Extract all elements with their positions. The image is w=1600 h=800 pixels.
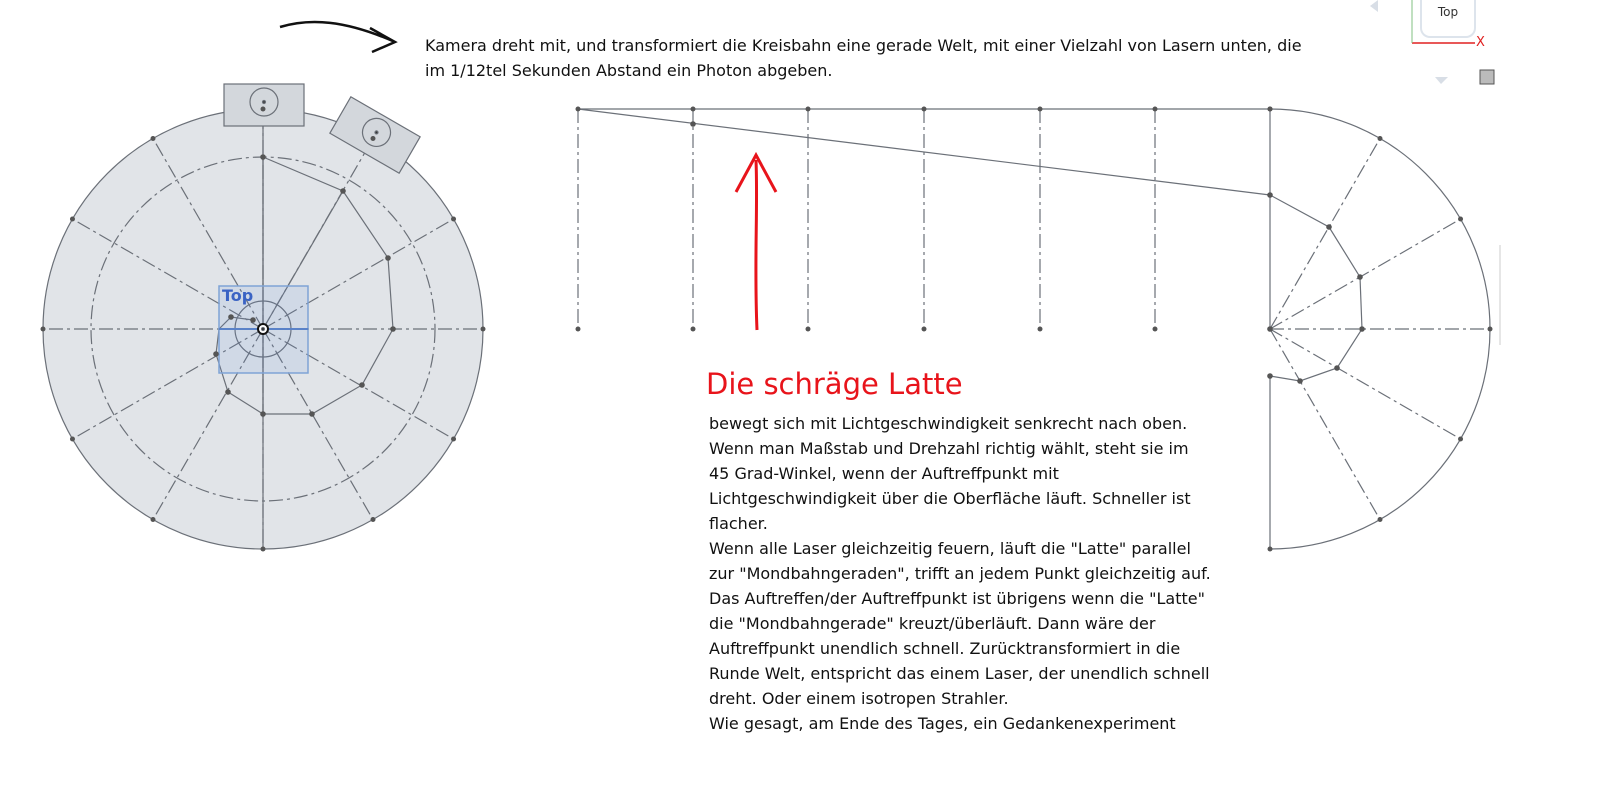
spoke-line (152, 138, 264, 330)
hand-drawn-arrow-black (279, 20, 398, 54)
node-dot (690, 326, 696, 332)
path-point-dot (260, 411, 266, 417)
path-point-dot (1267, 326, 1273, 332)
node-dot (1152, 106, 1158, 112)
node-dot (805, 106, 811, 112)
path-point-dot (225, 389, 231, 395)
node-dot (575, 326, 581, 332)
spoke-end-dot (480, 326, 486, 332)
spoke-line (152, 328, 264, 520)
path-point-dot (1334, 365, 1340, 371)
x-axis-label: X (1476, 35, 1485, 50)
spoke-line (1269, 138, 1381, 330)
node-dot (1037, 106, 1043, 112)
path-point-dot (359, 382, 365, 388)
spoke-end-dot (451, 216, 457, 222)
spoke-end-dot (260, 106, 266, 112)
spoke-line (72, 218, 264, 330)
spoke-end-dot (1267, 106, 1273, 112)
path-point-dot (690, 121, 696, 127)
spoke-line (262, 218, 454, 330)
round-world-view (42, 83, 484, 550)
spoke-end-dot (1487, 326, 1493, 332)
spoke-end-dot (1377, 517, 1383, 523)
annotation-heading: Die schräge Latte (706, 367, 963, 401)
path-point-dot (1357, 274, 1363, 280)
home-cube-icon (1479, 69, 1495, 85)
path-point-dot (1297, 378, 1303, 384)
path-point-dot (1359, 326, 1365, 332)
path-point-dot (1326, 224, 1332, 230)
spoke-line (262, 328, 454, 440)
path-point-dot (390, 326, 396, 332)
hand-drawn-arrow-red (734, 151, 778, 331)
path-point-dot (260, 154, 266, 160)
spoke-line (1269, 218, 1461, 330)
spoke-end-dot (1377, 135, 1383, 141)
viewcube-down-arrow-icon (1435, 77, 1448, 84)
spoke-end-dot (150, 135, 156, 141)
path-point-dot (1267, 373, 1273, 379)
path-point-dot (1267, 192, 1273, 198)
spoke-line (1269, 328, 1461, 440)
spoke-end-dot (370, 135, 376, 141)
path-point-dot (250, 317, 256, 323)
path-point-dot (309, 411, 315, 417)
spoke-end-dot (1458, 216, 1464, 222)
caption-text: Kamera dreht mit, und transformiert die … (425, 36, 1302, 80)
spoke-line (72, 328, 264, 440)
spoke-end-dot (451, 436, 457, 442)
node-dot (690, 106, 696, 112)
spoke-end-dot (40, 326, 46, 332)
spoke-end-dot (150, 517, 156, 523)
node-dot (921, 326, 927, 332)
spoke-end-dot (260, 546, 266, 552)
spoke-end-dot (370, 517, 376, 523)
path-point-dot (213, 351, 219, 357)
spiral-path-left (215, 156, 394, 415)
path-point-dot (228, 314, 234, 320)
node-dot (1037, 326, 1043, 332)
node-dot (575, 106, 581, 112)
viewcube-top-face[interactable]: Top (1420, 0, 1476, 38)
annotation-body: bewegt sich mit Lichtgeschwindigkeit sen… (709, 414, 1211, 733)
viewcube-left-arrow-icon (1370, 0, 1378, 12)
spoke-end-dot (69, 436, 75, 442)
node-dot (921, 106, 927, 112)
spoke-end-dot (1458, 436, 1464, 442)
node-dot (805, 326, 811, 332)
path-point-dot (385, 255, 391, 261)
path-point-dot (340, 188, 346, 194)
spoke-end-dot (69, 216, 75, 222)
node-dot (1152, 326, 1158, 332)
spoke-end-dot (1267, 546, 1273, 552)
spoke-line (1269, 328, 1381, 520)
spoke-line (262, 328, 374, 520)
view-label-top: Top (222, 286, 254, 305)
